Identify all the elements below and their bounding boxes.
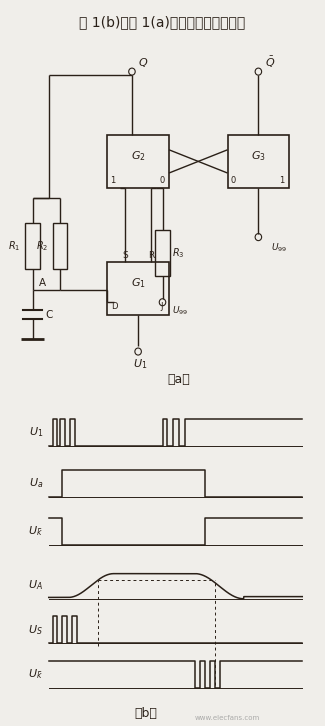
Text: Q: Q [139, 58, 148, 68]
Text: $U_{99}$: $U_{99}$ [172, 305, 188, 317]
Text: A: A [39, 278, 46, 288]
Text: 0: 0 [159, 176, 164, 184]
Text: $U_{99}$: $U_{99}$ [271, 242, 288, 254]
Text: $G_3$: $G_3$ [251, 150, 266, 163]
Text: $U_{\bar{k}}$: $U_{\bar{k}}$ [28, 667, 43, 681]
Text: $U_A$: $U_A$ [28, 579, 43, 592]
Text: C: C [45, 309, 52, 319]
Bar [25, 223, 40, 269]
Text: （b）: （b） [135, 707, 158, 719]
Text: （a）: （a） [167, 373, 190, 386]
Bar [155, 230, 170, 276]
Text: 图 1(b)是图 1(a)电路的工作时序图。: 图 1(b)是图 1(a)电路的工作时序图。 [79, 15, 246, 29]
Text: www.elecfans.com: www.elecfans.com [195, 715, 260, 721]
Text: $U_1$: $U_1$ [133, 357, 147, 371]
Bar [107, 135, 169, 188]
Bar [107, 262, 169, 314]
Text: $G_1$: $G_1$ [131, 276, 146, 290]
Text: $R_1$: $R_1$ [8, 239, 21, 253]
Text: 0: 0 [231, 176, 236, 184]
Text: $U_{\bar{k}}$: $U_{\bar{k}}$ [28, 524, 43, 538]
Text: R: R [148, 251, 154, 260]
Text: $R_3$: $R_3$ [173, 246, 185, 260]
Bar [53, 223, 67, 269]
Text: 1: 1 [111, 176, 116, 184]
Text: D: D [111, 302, 118, 311]
Text: $U_1$: $U_1$ [29, 425, 43, 439]
Text: $U_S$: $U_S$ [28, 623, 43, 637]
Text: $U_a$: $U_a$ [29, 476, 43, 490]
Text: $G_2$: $G_2$ [131, 150, 146, 163]
Bar [227, 135, 289, 188]
Text: 1: 1 [280, 176, 285, 184]
Text: S: S [122, 251, 128, 260]
Text: $R_2$: $R_2$ [36, 239, 48, 253]
Text: J: J [161, 302, 163, 311]
Text: $\bar{Q}$: $\bar{Q}$ [265, 55, 275, 70]
